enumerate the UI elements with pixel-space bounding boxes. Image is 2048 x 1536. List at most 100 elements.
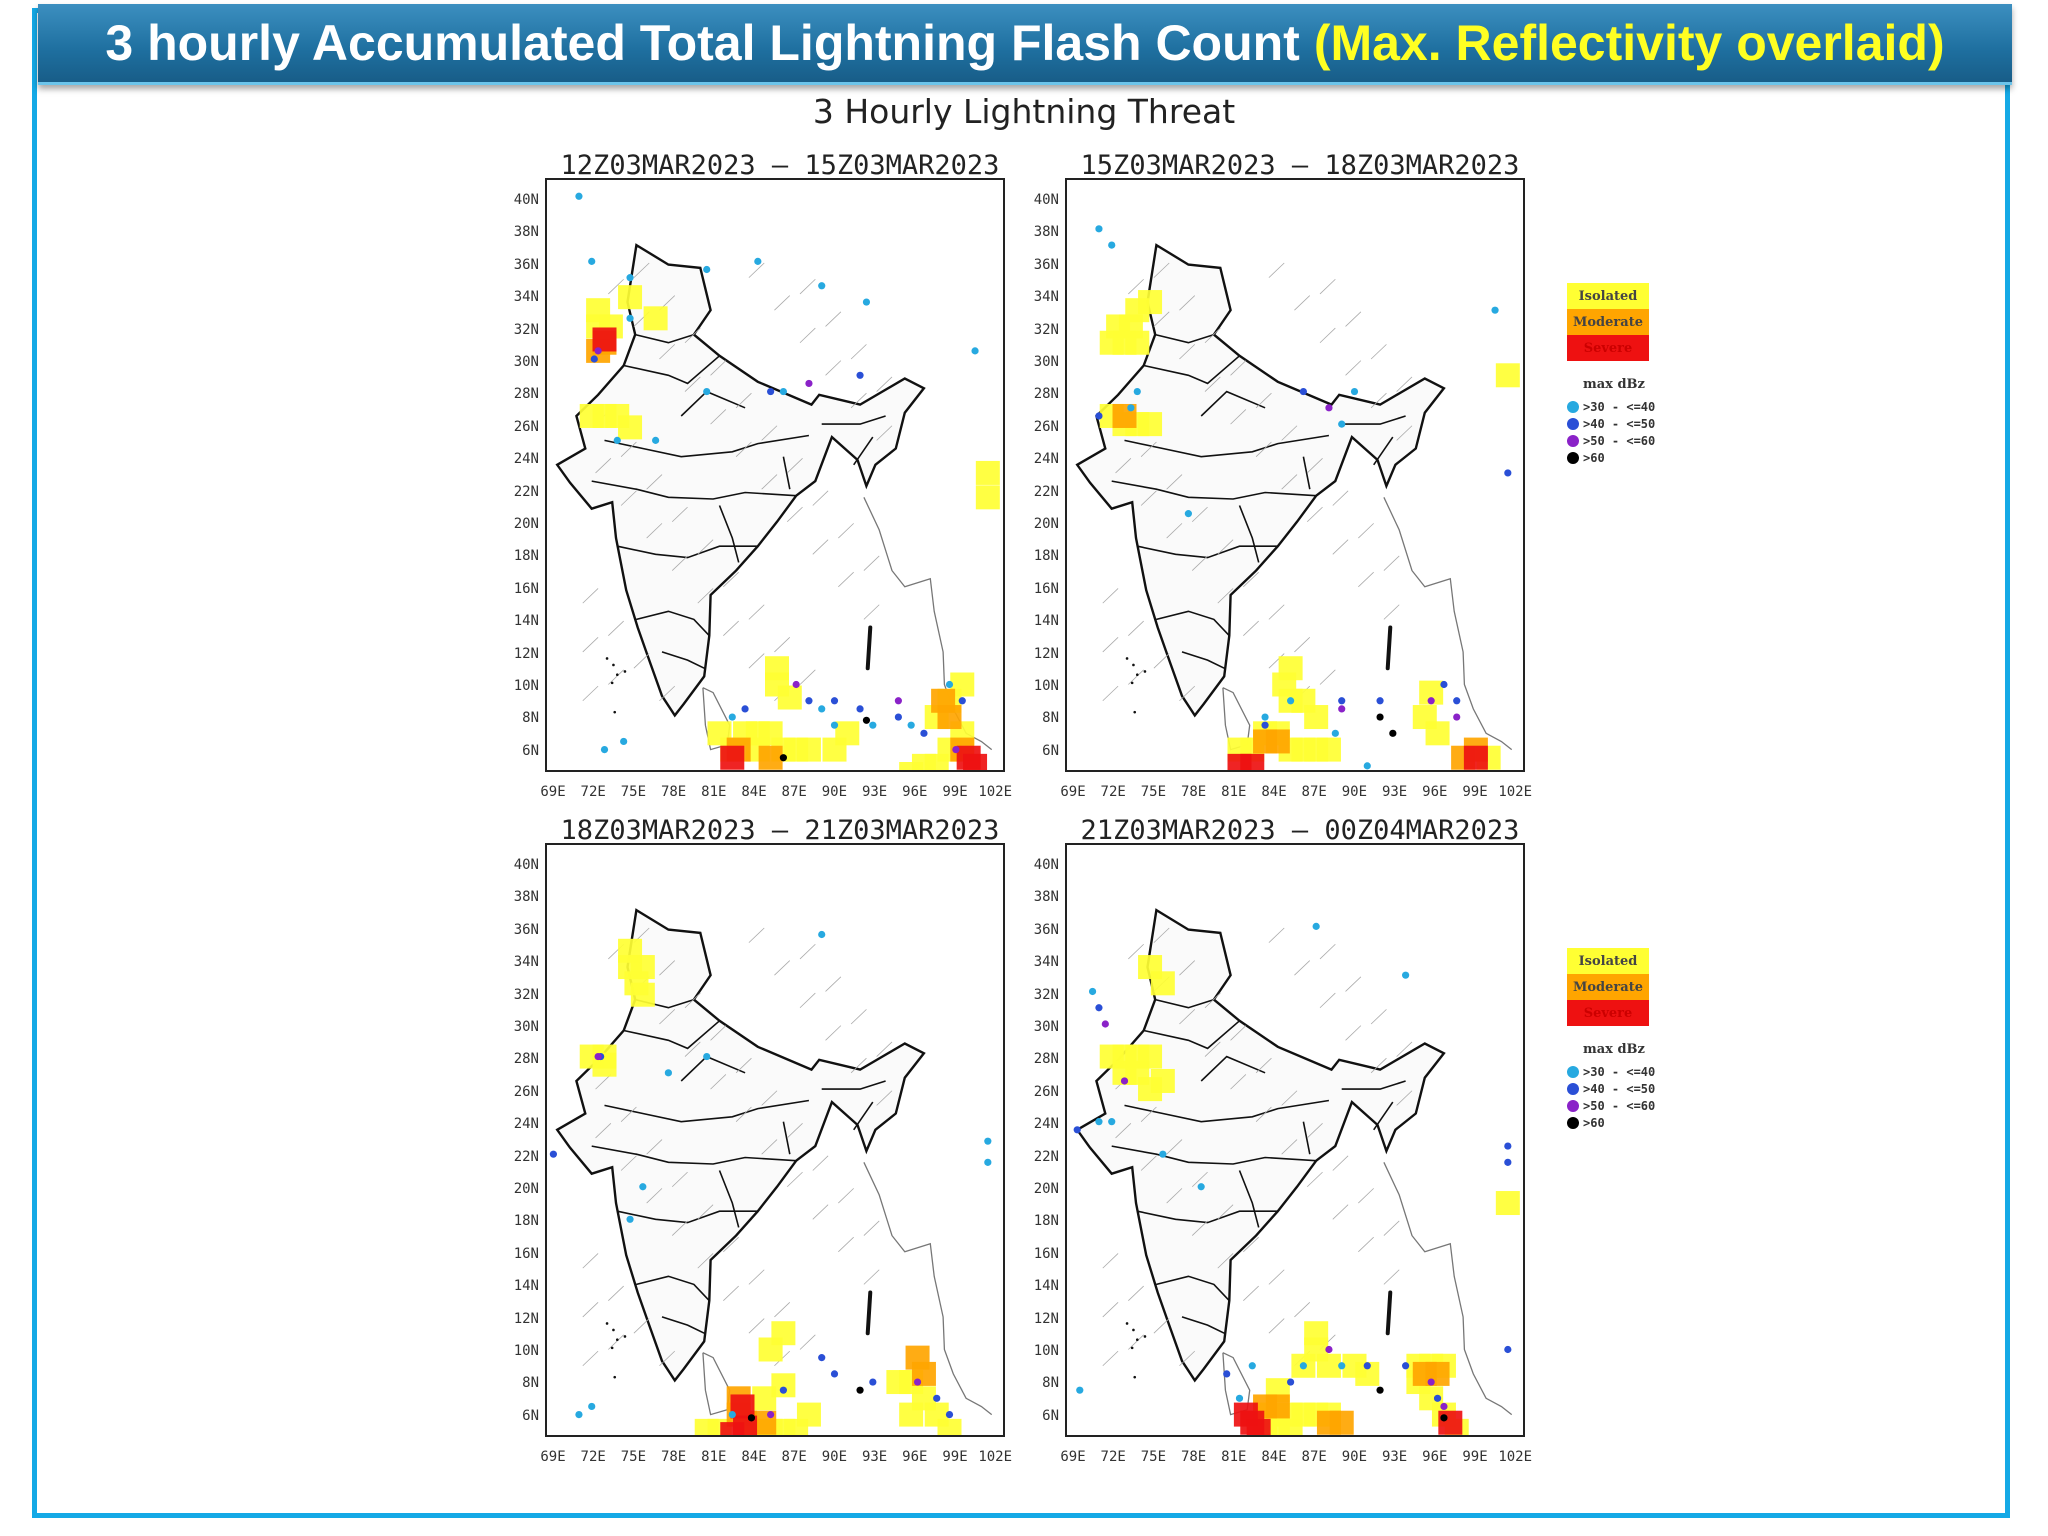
district-boundary [1102,1350,1119,1367]
longitude-tick-label: 96E [1422,784,1448,800]
district-boundary [1281,474,1298,490]
banner-title: 3 hourly Accumulated Total Lightning Fla… [105,15,1300,71]
district-boundary [1268,1318,1285,1334]
latitude-tick-label: 8N [1042,710,1059,727]
district-boundary [748,1318,765,1334]
threat-cell-severe [720,745,745,770]
longitude-tick-label: 69E [540,784,566,800]
district-boundary [1396,1041,1413,1057]
dbz-point-40-50 [805,697,813,705]
state-boundary [1143,355,1241,385]
banner: 3 hourly Accumulated Total Lightning Fla… [38,4,2012,85]
district-boundary [799,327,816,344]
dbz-point-40-50 [549,1150,557,1158]
dbz-point-40-50 [830,697,839,705]
district-boundary [786,506,803,523]
threat-cell-severe [1246,1418,1271,1435]
district-boundary [1345,360,1362,376]
longitude-tick-label: 69E [540,1449,566,1465]
state-boundary [661,1316,705,1334]
threat-cell-isolated [1138,290,1163,315]
dbz-point-30-40 [703,387,711,396]
district-boundary [1217,1253,1234,1269]
district-boundary [646,1139,663,1155]
lakshadweep-island [605,657,609,660]
district-boundary [659,344,676,360]
district-boundary [786,1171,803,1188]
state-boundary [821,1080,886,1090]
district-boundary [812,539,829,555]
dbz-point-40-50 [856,371,864,379]
legend-threat-moderate: Moderate [1567,974,1649,1000]
latitude-tick-label: 30N [1033,354,1059,370]
legend-dbz-label: >60 [1583,1116,1605,1130]
district-boundary [850,344,867,360]
district-boundary [838,571,854,588]
india-outline [555,243,926,718]
district-boundary [748,927,765,943]
longitude-tick-label: 99E [1462,784,1488,800]
district-boundary [850,392,867,409]
state-boundary [1238,505,1260,563]
dbz-point-40-50 [1402,1362,1410,1370]
dbz-point-30-40 [588,1402,596,1411]
threat-cell-isolated [899,762,924,770]
state-boundary [1156,1275,1230,1302]
longitude-tick-label: 84E [741,1449,767,1465]
dbz-point-30-40 [1076,1386,1084,1394]
latitude-tick-label: 30N [513,1019,539,1035]
legend-dot-icon [1567,401,1579,413]
district-boundary [1230,1074,1247,1090]
district-boundary [825,311,842,327]
district-boundary [1383,1269,1400,1285]
latitude-tick-label: 12N [513,1310,539,1327]
district-boundary [1230,360,1247,376]
state-boundary [617,1210,758,1224]
longitude-tick-label: 96E [902,1449,928,1465]
latitude-tick-label: 26N [1033,418,1059,435]
legend-dbz-label: >50 - <=60 [1583,434,1656,448]
threat-cell-isolated [1495,363,1520,388]
dbz-point-40-50 [779,1386,787,1394]
dbz-point-40-50 [830,1370,839,1378]
district-boundary [863,604,880,620]
latitude-tick-label: 18N [513,1213,539,1230]
latitude-tick-label: 12N [513,645,539,662]
state-boundary [782,1121,791,1155]
lightning-map [1065,178,1525,772]
threat-cell-isolated [1495,1191,1520,1216]
threat-cell-moderate [1265,729,1290,754]
legend-dbz-row: >50 - <=60 [1567,433,1655,449]
longitude-tick-label: 75E [620,1449,647,1465]
latitude-tick-label: 18N [513,548,539,565]
district-boundary [659,1009,676,1025]
district-boundary [697,1204,714,1220]
threat-cell-isolated [1316,1353,1341,1378]
latitude-tick-label: 30N [513,354,539,370]
district-boundary [659,960,676,976]
state-boundary [718,505,740,563]
dbz-point-40-50 [1338,697,1346,705]
dbz-point-30-40 [1088,987,1097,996]
district-boundary [850,1009,867,1025]
district-boundary [1319,943,1336,960]
latitude-tick-label: 16N [1033,580,1059,597]
dbz-point-30-40 [1127,404,1135,412]
latitude-tick-label: 6N [1042,742,1059,759]
longitude-tick-label: 69E [1060,784,1086,800]
threat-cell-isolated [1316,737,1341,762]
legend-dot-icon [1567,1066,1579,1078]
dbz-point-30-40 [1159,1150,1167,1158]
lakshadweep-island [613,710,617,714]
banner-highlight: (Max. Reflectivity overlaid) [1313,15,1945,71]
threat-cell-isolated [1278,1418,1303,1435]
dbz-point-40-50 [958,697,966,705]
district-boundary [1179,344,1196,360]
state-boundary [853,1101,874,1131]
district-boundary [774,637,791,653]
state-boundary [604,1099,810,1123]
legend-dbz-label: >50 - <=60 [1583,1099,1656,1113]
state-boundary [1373,1101,1394,1131]
latitude-tick-label: 40N [513,857,539,873]
threat-legend: Isolated Moderate Severe max dBz >30 - <=40 >… [1567,283,1697,473]
